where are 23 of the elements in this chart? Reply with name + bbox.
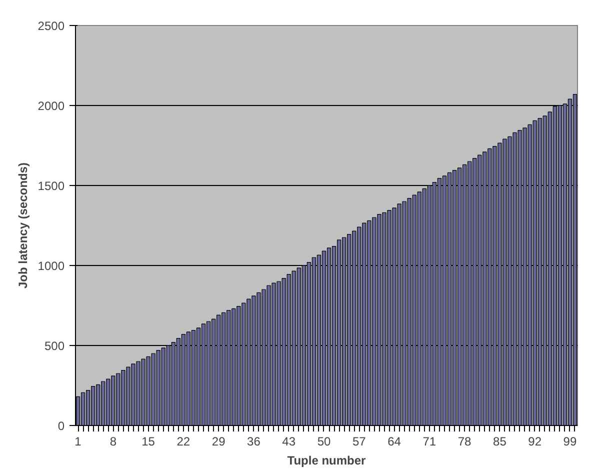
x-tick-label: 64 <box>388 434 402 448</box>
x-tick-label: 71 <box>422 434 436 448</box>
x-tick-label: 57 <box>352 434 366 448</box>
x-tick-label: 22 <box>176 434 190 448</box>
x-tick-label: 8 <box>110 434 117 448</box>
x-tick-label: 92 <box>528 434 542 448</box>
x-tick-label: 43 <box>282 434 296 448</box>
y-tick-label: 1000 <box>38 259 65 273</box>
y-tick-label: 500 <box>44 339 65 353</box>
x-axis-title: Tuple number <box>287 454 366 468</box>
x-tick-label: 50 <box>317 434 331 448</box>
y-tick-label: 2000 <box>38 99 65 113</box>
x-tick-label: 1 <box>74 434 82 448</box>
x-tick-label: 36 <box>247 434 261 448</box>
y-tick-label: 1500 <box>38 179 65 193</box>
x-tick-label: 29 <box>212 434 226 448</box>
x-tick-label: 85 <box>493 434 507 448</box>
x-tick-label: 78 <box>458 434 472 448</box>
y-axis-title: Job latency (seconds) <box>16 162 30 289</box>
x-tick-label: 15 <box>142 434 156 448</box>
y-tick-label: 0 <box>58 419 65 433</box>
y-tick-label: 2500 <box>38 19 65 33</box>
x-tick-label: 99 <box>563 434 577 448</box>
